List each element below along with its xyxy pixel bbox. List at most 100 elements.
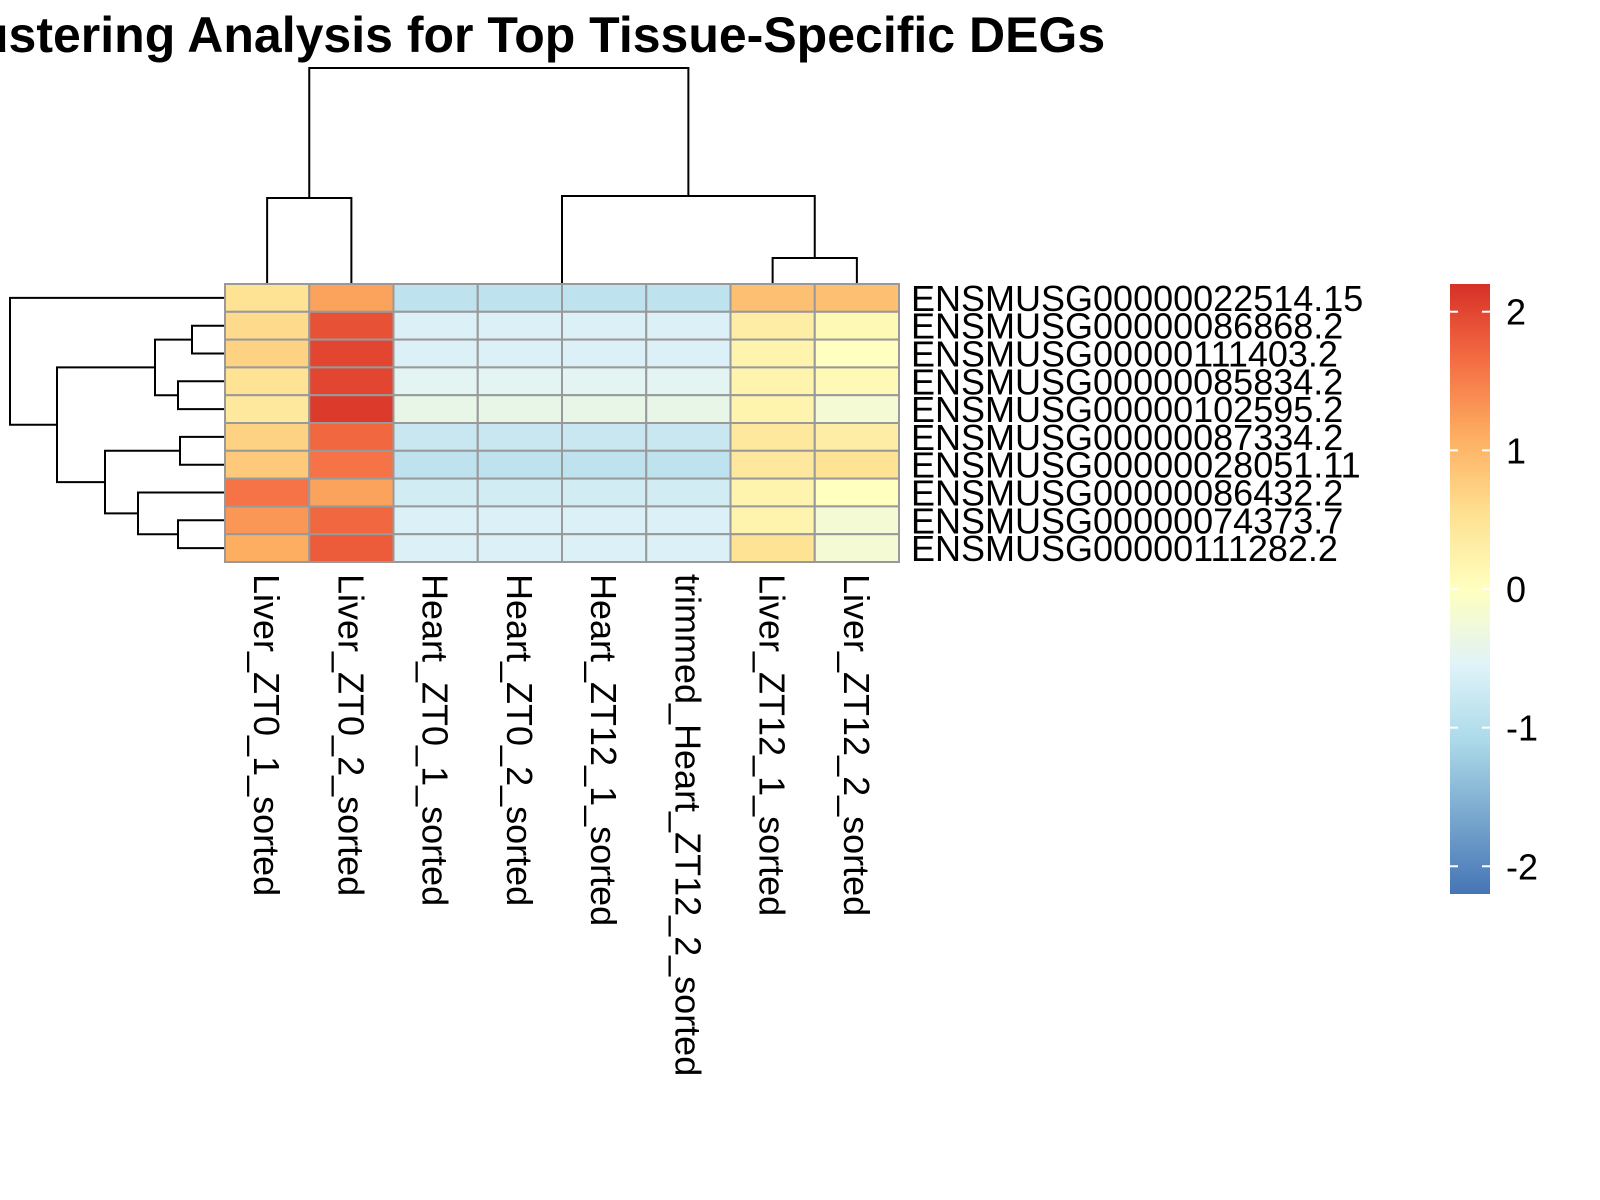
row-dendrogram-branch: [137, 491, 225, 536]
heatmap-cell: [561, 422, 648, 452]
legend-tick-label: -1: [1506, 708, 1538, 749]
row-dendrogram-branch: [191, 324, 225, 355]
row-label: ENSMUSG00000111282.2: [911, 528, 1338, 569]
column-dendrogram-branch: [561, 195, 816, 284]
row-dendrogram-branch: [9, 296, 225, 426]
heatmap-cell: [813, 533, 900, 564]
row-label: ENSMUSG00000074373.7: [911, 500, 1343, 541]
heatmap-cell: [561, 366, 648, 397]
heatmap-cell: [813, 310, 900, 341]
heatmap-cell: [308, 310, 395, 341]
row-label: ENSMUSG00000086432.2: [911, 473, 1343, 514]
heatmap-cell: [392, 422, 479, 452]
heatmap-cell: [224, 366, 311, 397]
row-label: ENSMUSG00000102595.2: [911, 389, 1343, 430]
row-dendrogram: [9, 296, 225, 550]
row-label: ENSMUSG00000087334.2: [911, 417, 1343, 458]
heatmap-cell: [392, 394, 479, 425]
heatmap-cell: [392, 338, 479, 369]
row-dendrogram-branch: [179, 435, 225, 466]
column-label: Heart_ZT0_1_sorted: [415, 574, 456, 906]
legend-tick-label: -2: [1506, 846, 1538, 887]
heatmap-cell: [392, 283, 479, 313]
row-dendrogram-branch: [104, 449, 180, 515]
heatmap-cell: [308, 477, 395, 508]
heatmap-cell: [224, 394, 311, 425]
heatmap-cell: [224, 310, 311, 341]
row-labels: ENSMUSG00000022514.15ENSMUSG00000086868.…: [911, 278, 1363, 569]
heatmap-cell: [729, 422, 816, 452]
heatmap-cell: [561, 310, 648, 341]
heatmap-cell: [813, 422, 900, 452]
row-label: ENSMUSG00000028051.11: [911, 445, 1361, 486]
column-dendrogram-branch: [308, 67, 690, 198]
column-dendrogram: [266, 67, 858, 284]
legend-tick-label: 0: [1506, 569, 1526, 610]
heatmap-cell: [813, 477, 900, 508]
heatmap-cell: [224, 338, 311, 369]
heatmap-cell: [224, 477, 311, 508]
heatmap-cell: [308, 338, 395, 369]
legend-tick-label: 2: [1506, 292, 1526, 333]
heatmap-cell: [645, 394, 732, 425]
heatmap-cell: [645, 422, 732, 452]
row-label: ENSMUSG00000022514.15: [911, 278, 1363, 319]
heatmap-cell: [561, 533, 648, 564]
heatmap-cell: [813, 449, 900, 480]
heatmap-cell: [813, 338, 900, 369]
column-label: Liver_ZT12_1_sorted: [752, 574, 793, 916]
row-label: ENSMUSG00000086868.2: [911, 306, 1343, 347]
heatmap-cell: [308, 422, 395, 452]
heatmap-cell: [645, 338, 732, 369]
heatmap-cell: [224, 422, 311, 452]
heatmap-cell: [729, 338, 816, 369]
row-dendrogram-branch: [177, 519, 225, 550]
heatmap-cell: [476, 366, 563, 397]
heatmap-cell: [645, 366, 732, 397]
heatmap-cell: [561, 449, 648, 480]
row-dendrogram-branch: [177, 380, 225, 411]
heatmap-cell: [729, 533, 816, 564]
heatmap-cell: [308, 394, 395, 425]
heatmap-cell: [645, 310, 732, 341]
heatmap-cell: [645, 533, 732, 564]
heatmap-cell: [561, 338, 648, 369]
heatmap-cell: [392, 366, 479, 397]
heatmap-cell: [476, 477, 563, 508]
column-label: trimmed_Heart_ZT12_2_sorted: [667, 574, 708, 1076]
row-dendrogram-branch: [154, 338, 192, 397]
heatmap-cell: [308, 533, 395, 564]
heatmap-cell: [729, 449, 816, 480]
column-label: Heart_ZT0_2_sorted: [499, 574, 540, 906]
heatmap-cell: [476, 449, 563, 480]
heatmap-cell: [224, 449, 311, 480]
heatmap-cell: [729, 394, 816, 425]
heatmap-cell: [392, 449, 479, 480]
heatmap-cell: [645, 283, 732, 313]
heatmap-cell: [224, 283, 311, 313]
heatmap-cell: [645, 449, 732, 480]
heatmap-cell: [645, 477, 732, 508]
heatmap-cell: [813, 366, 900, 397]
heatmap-cell: [476, 283, 563, 313]
column-label: Liver_ZT0_1_sorted: [246, 574, 287, 896]
heatmap-cell: [813, 394, 900, 425]
heatmap-cell: [392, 505, 479, 536]
heatmap-cell: [392, 310, 479, 341]
heatmap-cell: [813, 505, 900, 536]
column-label: Liver_ZT12_2_sorted: [836, 574, 877, 916]
heatmap-cell: [476, 394, 563, 425]
heatmap-cell: [308, 283, 395, 313]
heatmap-cell: [813, 283, 900, 313]
heatmap-cell: [308, 449, 395, 480]
legend-tick-label: 1: [1506, 430, 1526, 471]
heatmap-cell: [645, 505, 732, 536]
heatmap-cell: [476, 310, 563, 341]
heatmap-cells: [224, 283, 900, 564]
heatmap-cell: [561, 283, 648, 313]
column-labels: Liver_ZT0_1_sorted Liver_ZT0_2_sorted Hear…: [246, 574, 877, 1076]
color-legend: 2 1 0 -1 -2: [1450, 284, 1538, 894]
heatmap-cell: [476, 505, 563, 536]
column-dendrogram-branch: [266, 197, 353, 284]
